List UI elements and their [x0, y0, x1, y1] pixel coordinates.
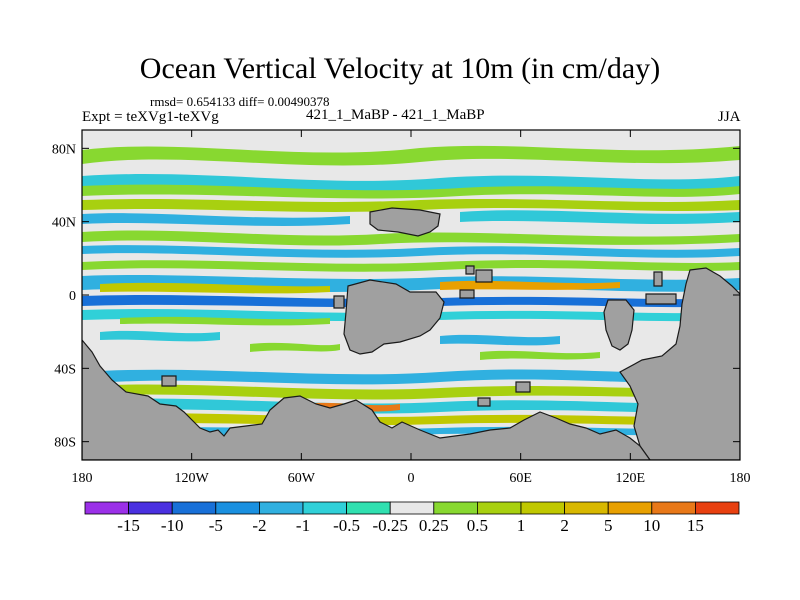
land-island — [645, 293, 677, 305]
colorbar-label: -10 — [161, 516, 184, 535]
experiment-label: Expt = teXVg1-teXVg — [82, 109, 219, 125]
land-island — [475, 269, 493, 283]
colorbar-label: -0.25 — [372, 516, 407, 535]
land-east-continent — [619, 267, 740, 460]
contour-band — [82, 213, 350, 226]
colorbar-label: 2 — [560, 516, 569, 535]
contour-field — [82, 130, 740, 460]
land-island — [459, 289, 475, 299]
contour-band — [82, 260, 740, 272]
lon-tick-label: 120E — [616, 471, 646, 486]
contour-patch — [440, 334, 560, 346]
land-island — [477, 397, 491, 407]
contour-band — [82, 369, 740, 385]
colorbar-label: -1 — [296, 516, 310, 535]
contour-band — [82, 413, 740, 426]
land-island — [333, 295, 345, 309]
lon-tick-label: 60W — [288, 471, 316, 486]
contour-patch — [250, 342, 340, 352]
colorbar-label: 1 — [517, 516, 526, 535]
colorbar-swatch — [433, 501, 478, 515]
colorbar-label: -0.5 — [333, 516, 360, 535]
contour-patch — [480, 350, 600, 360]
chart-title: Ocean Vertical Velocity at 10m (in cm/da… — [139, 52, 661, 85]
colorbar-swatch — [695, 501, 740, 515]
contour-band — [82, 398, 740, 414]
colorbar-swatch — [389, 501, 435, 515]
contour-band — [82, 230, 740, 246]
colorbar-swatch — [302, 501, 347, 515]
contour-band — [82, 384, 740, 400]
lat-tick-label: 40S — [54, 362, 76, 377]
lat-tick-label: 0 — [69, 289, 76, 304]
colorbar-label: -15 — [117, 516, 140, 535]
colorbar-label: 0.5 — [467, 516, 488, 535]
land-antarctica — [82, 339, 651, 460]
colorbar-swatch — [564, 501, 609, 515]
contour-band — [82, 184, 740, 199]
contour-band — [460, 210, 740, 224]
colorbar-swatch — [607, 501, 653, 515]
land-island — [515, 381, 531, 393]
lon-tick-label: 180 — [72, 471, 93, 486]
colorbar-label: -2 — [252, 516, 266, 535]
colorbar-label: 0.25 — [419, 516, 449, 535]
colorbar-swatch — [258, 501, 304, 515]
contour-band — [120, 316, 330, 326]
lat-tick-label: 80N — [52, 142, 76, 157]
colorbar-swatch — [476, 501, 522, 515]
land-south-america — [343, 279, 445, 355]
colorbar-swatch — [171, 501, 217, 515]
lon-tick-label: 0 — [408, 471, 415, 486]
rmsd-diff-stats: rmsd= 0.654133 diff= 0.00490378 — [150, 94, 330, 109]
land-africa — [603, 299, 635, 351]
lon-tick-label: 120W — [175, 471, 210, 486]
lon-tick-label: 60E — [509, 471, 532, 486]
land-mask — [82, 207, 740, 460]
colorbar-label: -5 — [209, 516, 223, 535]
land-island — [465, 265, 475, 275]
colorbar-label: 10 — [643, 516, 660, 535]
colorbar-label: 15 — [687, 516, 704, 535]
lon-tick-label: 180 — [730, 471, 751, 486]
colorbar-swatch — [346, 501, 391, 515]
land-north-block — [369, 207, 441, 237]
contour-band — [82, 199, 740, 212]
lat-tick-label: 80S — [54, 436, 76, 451]
colorbar-swatch — [520, 501, 565, 515]
contour-band — [82, 245, 740, 258]
lat-tick-label: 40N — [52, 216, 76, 231]
land-island — [653, 271, 663, 287]
land-island — [161, 375, 177, 387]
colorbar: -15 -10 -5 -2 -1 -0.5 -0.25 0.25 0.5 1 2 5 10 15 — [84, 501, 740, 535]
colorbar-swatch — [84, 501, 129, 515]
contour-band — [82, 145, 740, 166]
contour-band — [100, 282, 330, 294]
contour-band — [440, 280, 620, 290]
colorbar-swatch — [651, 501, 696, 515]
season-label: JJA — [718, 109, 741, 125]
contour-patch — [100, 330, 220, 342]
colorbar-swatch — [128, 501, 173, 515]
map-axes: 80N 40N 0 40S 80S 180 120W 60W 0 60E 120E 180 — [52, 130, 751, 486]
colorbar-label: 5 — [604, 516, 613, 535]
colorbar-swatch — [215, 501, 260, 515]
case-label: 421_1_MaBP - 421_1_MaBP — [306, 107, 485, 123]
